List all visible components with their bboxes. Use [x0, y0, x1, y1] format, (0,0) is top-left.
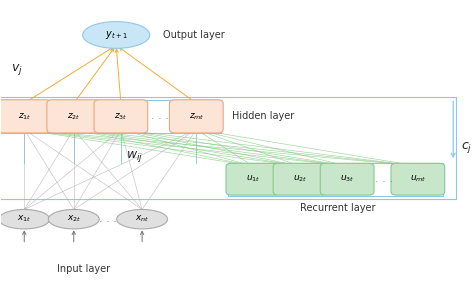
Text: Input layer: Input layer: [56, 264, 110, 274]
Text: $x_{2t}$: $x_{2t}$: [67, 214, 81, 224]
Text: $w_{ij}$: $w_{ij}$: [127, 149, 144, 164]
Text: $u_{1t}$: $u_{1t}$: [246, 174, 260, 185]
Text: $x_{1t}$: $x_{1t}$: [17, 214, 31, 224]
Text: Output layer: Output layer: [164, 30, 225, 40]
Ellipse shape: [48, 210, 99, 229]
FancyBboxPatch shape: [273, 163, 327, 195]
Text: . . .: . . .: [99, 214, 117, 224]
Text: $u_{mt}$: $u_{mt}$: [410, 174, 426, 185]
FancyBboxPatch shape: [391, 163, 445, 195]
Text: $z_{2t}$: $z_{2t}$: [67, 111, 81, 122]
Text: $u_{3t}$: $u_{3t}$: [340, 174, 355, 185]
FancyBboxPatch shape: [47, 100, 100, 133]
FancyBboxPatch shape: [169, 100, 223, 133]
Text: Hidden layer: Hidden layer: [232, 111, 294, 121]
Text: $c_j$: $c_j$: [461, 140, 472, 155]
Text: $x_{nt}$: $x_{nt}$: [135, 214, 149, 224]
Ellipse shape: [117, 210, 168, 229]
FancyBboxPatch shape: [0, 100, 51, 133]
FancyBboxPatch shape: [320, 163, 374, 195]
Text: $u_{2t}$: $u_{2t}$: [293, 174, 307, 185]
Text: $v_j$: $v_j$: [11, 62, 23, 77]
Text: $y_{t+1}$: $y_{t+1}$: [105, 29, 128, 41]
Text: $z_{1t}$: $z_{1t}$: [18, 111, 31, 122]
Text: . . .: . . .: [374, 174, 392, 184]
Text: $z_{mt}$: $z_{mt}$: [189, 111, 204, 122]
Ellipse shape: [0, 210, 50, 229]
Text: . . .: . . .: [151, 111, 169, 121]
FancyBboxPatch shape: [94, 100, 148, 133]
Text: $z_{3t}$: $z_{3t}$: [114, 111, 128, 122]
Ellipse shape: [82, 22, 150, 48]
Text: Recurrent layer: Recurrent layer: [300, 203, 375, 213]
FancyBboxPatch shape: [226, 163, 280, 195]
